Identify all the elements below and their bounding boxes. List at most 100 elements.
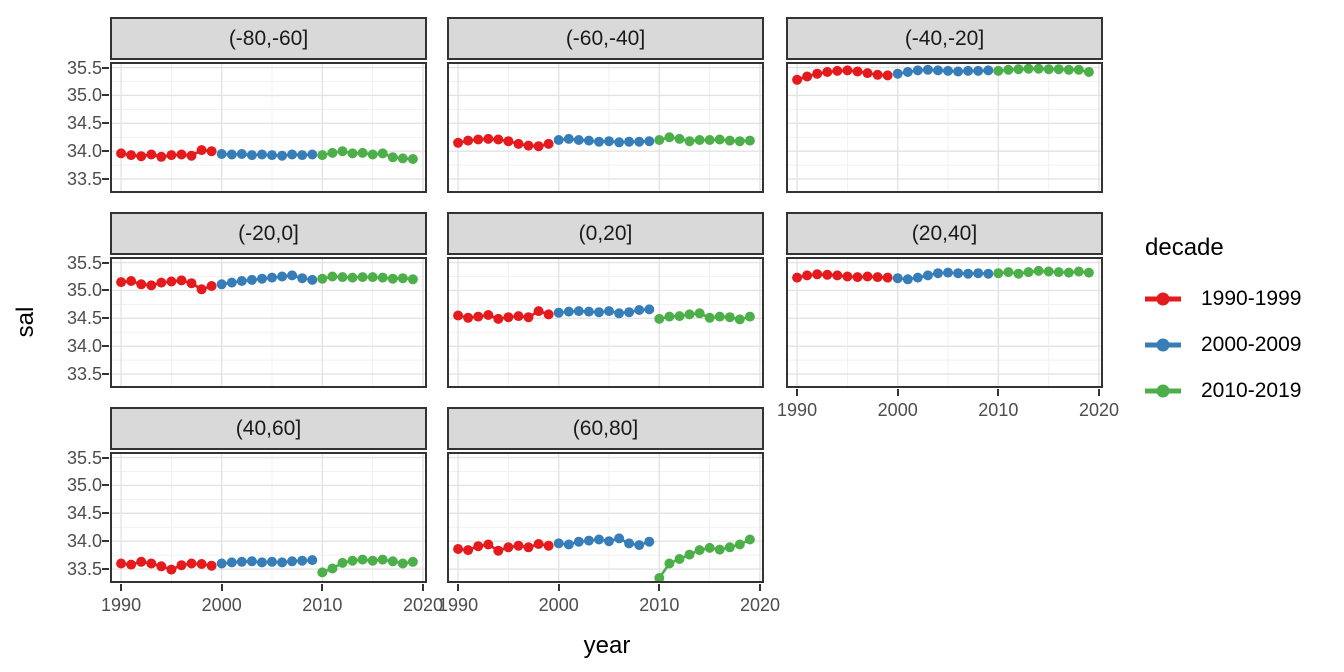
x-tick-label: 1990 <box>101 595 142 615</box>
y-tick-mark <box>102 150 109 153</box>
x-tick-label: 2010 <box>639 595 680 615</box>
facet-panel-(-80,-60] <box>110 62 427 193</box>
y-tick-label: 34.5 <box>66 503 102 524</box>
series-2010-2019 <box>317 554 418 578</box>
facet-plot-(40,60] <box>110 452 427 583</box>
x-tick-label: 2000 <box>877 400 918 420</box>
facet-strip-(-80,-60]: (-80,-60] <box>110 17 427 60</box>
y-tick-label: 33.5 <box>66 364 102 385</box>
x-tick-mark <box>658 584 661 591</box>
x-tick-mark <box>220 584 223 591</box>
series-1990-1999 <box>116 556 217 575</box>
facet-strip-(-40,-20]: (-40,-20] <box>786 17 1103 60</box>
x-tick-mark <box>896 389 899 396</box>
x-tick-label: 2010 <box>978 400 1019 420</box>
series-1990-1999 <box>116 275 217 295</box>
x-tick-label: 2020 <box>739 595 780 615</box>
y-tick-mark <box>102 345 109 348</box>
facet-plot-(-80,-60] <box>110 62 427 193</box>
legend-key-2000-2009 <box>1145 330 1181 360</box>
y-tick-mark <box>102 373 109 376</box>
facet-strip-(20,40]: (20,40] <box>786 212 1103 255</box>
facet-strip-(0,20]: (0,20] <box>447 212 764 255</box>
facet-strip-(-20,0]: (-20,0] <box>110 212 427 255</box>
series-2000-2009 <box>553 304 655 319</box>
y-tick-mark <box>102 289 109 292</box>
facet-panel-(20,40] <box>786 257 1103 388</box>
facet-strip-(60,80]: (60,80] <box>447 407 764 450</box>
x-tick-label: 1990 <box>438 595 479 615</box>
x-tick-mark <box>321 584 324 591</box>
y-tick-label: 35.0 <box>66 475 102 496</box>
series-2010-2019 <box>993 63 1094 77</box>
facet-plot-(60,80] <box>447 452 764 583</box>
series-2000-2009 <box>216 149 318 161</box>
series-2000-2009 <box>892 267 994 285</box>
y-tick-label: 35.5 <box>66 447 102 468</box>
y-tick-label: 34.5 <box>66 113 102 134</box>
series-2000-2009 <box>216 270 318 290</box>
facet-panel-(40,60] <box>110 452 427 583</box>
facet-plot-(-40,-20] <box>786 62 1103 193</box>
series-1990-1999 <box>792 269 893 283</box>
series-2010-2019 <box>654 132 755 147</box>
legend-item-2010-2019: 2010-2019 <box>1145 376 1301 406</box>
x-tick-mark <box>457 584 460 591</box>
series-2010-2019 <box>317 271 418 285</box>
facet-strip-(-60,-40]: (-60,-40] <box>447 17 764 60</box>
facet-plot-(0,20] <box>447 257 764 388</box>
x-tick-mark <box>557 584 560 591</box>
facet-panel-(60,80] <box>447 452 764 583</box>
x-tick-mark <box>796 389 799 396</box>
y-tick-mark <box>102 66 109 69</box>
series-1990-1999 <box>792 65 893 85</box>
x-tick-label: 2000 <box>201 595 242 615</box>
y-axis-title: sal <box>12 306 39 338</box>
y-tick-label: 35.0 <box>66 280 102 301</box>
legend: decade 1990-1999 2000-2009 2010-2019 <box>1145 234 1340 402</box>
x-tick-label: 1990 <box>777 400 818 420</box>
series-1990-1999 <box>453 133 554 152</box>
y-tick-label: 35.0 <box>66 85 102 106</box>
y-tick-mark <box>102 540 109 543</box>
y-tick-label: 33.5 <box>66 559 102 580</box>
y-tick-label: 35.5 <box>66 252 102 273</box>
y-tick-label: 34.0 <box>66 141 102 162</box>
x-tick-mark <box>120 584 123 591</box>
series-2000-2009 <box>216 555 318 569</box>
x-tick-mark <box>997 389 1000 396</box>
series-2010-2019 <box>993 265 1094 279</box>
legend-title: decade <box>1145 234 1224 261</box>
series-1990-1999 <box>453 539 554 556</box>
y-tick-label: 33.5 <box>66 169 102 190</box>
y-tick-mark <box>102 512 109 515</box>
y-tick-mark <box>102 178 109 181</box>
x-tick-label: 2020 <box>1078 400 1119 420</box>
y-tick-mark <box>102 317 109 320</box>
y-tick-mark <box>102 261 109 264</box>
series-2010-2019 <box>317 146 418 164</box>
y-tick-mark <box>102 456 109 459</box>
legend-key-1990-1999 <box>1145 284 1181 314</box>
facet-panel-(0,20] <box>447 257 764 388</box>
x-tick-label: 2000 <box>538 595 579 615</box>
legend-item-1990-1999: 1990-1999 <box>1145 284 1301 314</box>
y-tick-mark <box>102 568 109 571</box>
y-tick-label: 34.0 <box>66 531 102 552</box>
facet-plot-(-20,0] <box>110 257 427 388</box>
x-tick-mark <box>1097 389 1100 396</box>
series-2000-2009 <box>553 133 655 148</box>
series-1990-1999 <box>453 306 554 324</box>
series-1990-1999 <box>116 145 217 162</box>
x-tick-label: 2010 <box>302 595 343 615</box>
facet-panel-(-40,-20] <box>786 62 1103 193</box>
legend-label: 2000-2009 <box>1201 333 1302 356</box>
point-swatch-icon <box>1156 292 1170 306</box>
facet-strip-(40,60]: (40,60] <box>110 407 427 450</box>
y-tick-label: 34.0 <box>66 336 102 357</box>
series-2000-2009 <box>553 533 655 551</box>
point-swatch-icon <box>1156 338 1170 352</box>
series-2010-2019 <box>654 308 755 325</box>
facet-plot-(-60,-40] <box>447 62 764 193</box>
